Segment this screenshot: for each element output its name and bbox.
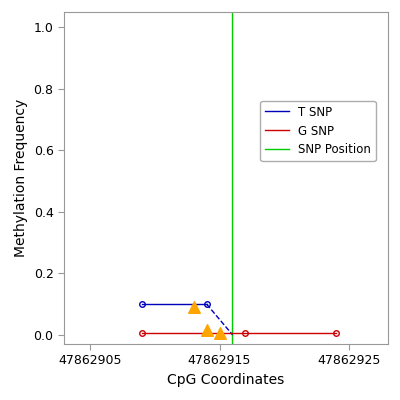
Point: [216, 330, 223, 336]
Legend: T SNP, G SNP, SNP Position: T SNP, G SNP, SNP Position: [260, 101, 376, 161]
Point: [190, 304, 197, 310]
X-axis label: CpG Coordinates: CpG Coordinates: [167, 373, 285, 387]
Point: [203, 327, 210, 333]
Y-axis label: Methylation Frequency: Methylation Frequency: [14, 99, 28, 257]
